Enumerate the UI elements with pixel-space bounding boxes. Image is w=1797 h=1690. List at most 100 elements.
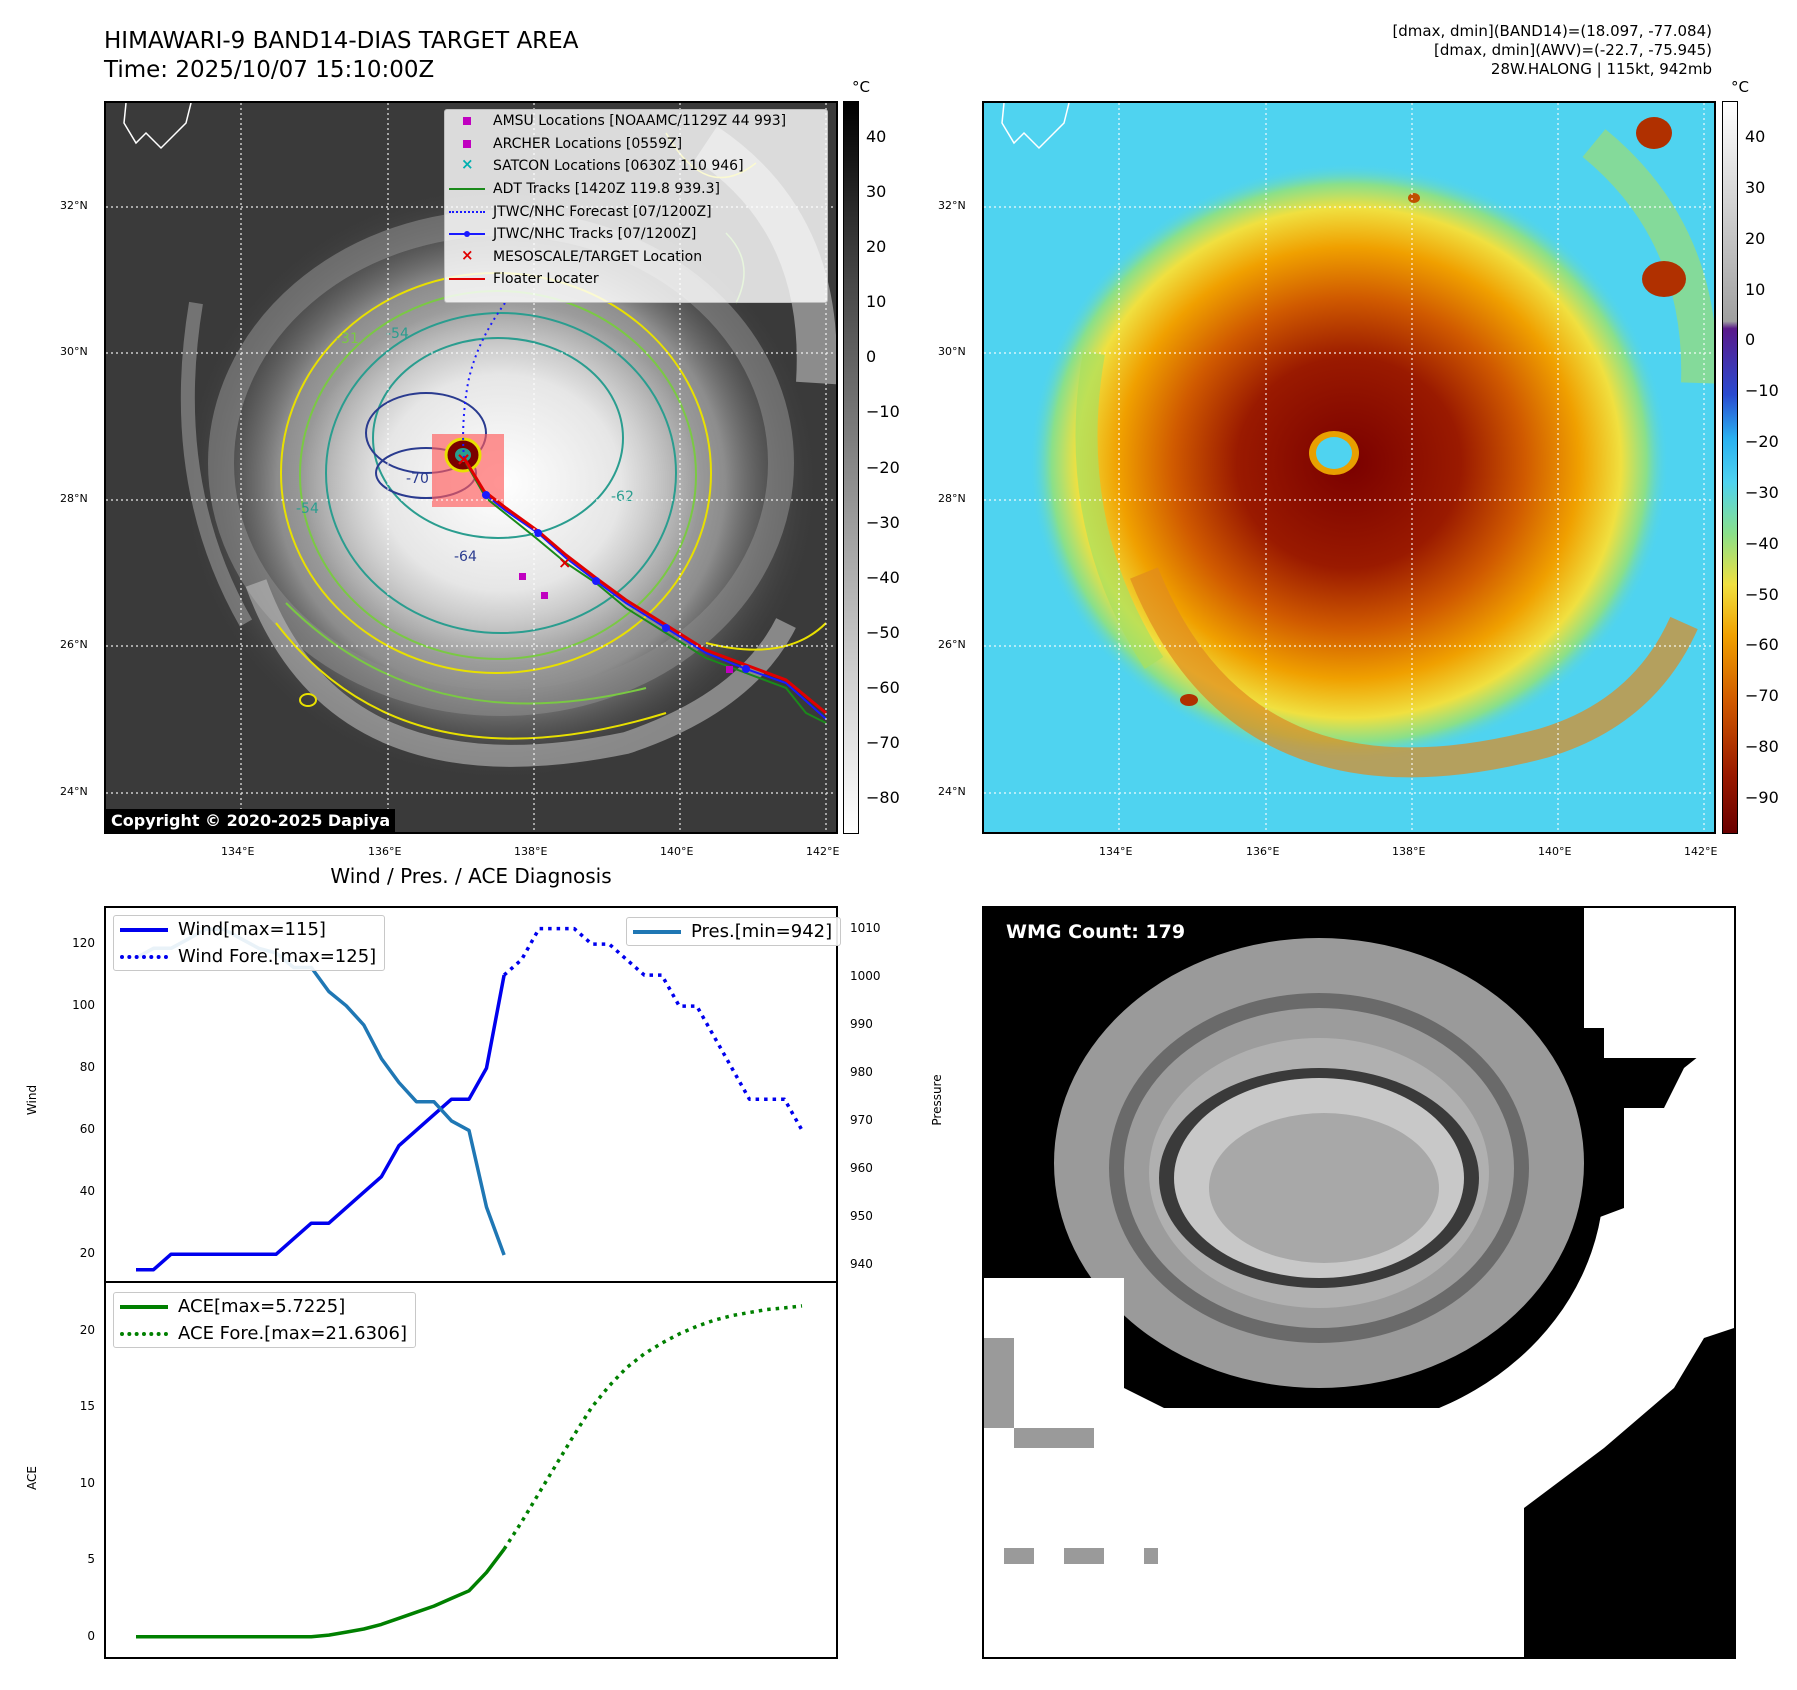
colorbar-tick: −10	[1745, 381, 1779, 401]
wmg-panel: WMG Count: 179	[982, 906, 1736, 1659]
lon-tick: 142°E	[1684, 845, 1718, 858]
y-tick: 960	[850, 1160, 873, 1175]
lon-tick: 136°E	[1246, 845, 1280, 858]
lat-tick: 24°N	[60, 785, 88, 798]
y-tick: 980	[850, 1064, 873, 1079]
wind-legend: Wind[max=115] Wind Fore.[max=125]	[113, 915, 386, 971]
colorbar-tick: 20	[1745, 228, 1766, 248]
lat-tick: 26°N	[60, 638, 88, 651]
contour-label: -31	[336, 331, 359, 347]
lat-tick: 30°N	[60, 345, 88, 358]
awv-range: [dmax, dmin](AWV)=(-22.7, -75.945)	[1433, 41, 1712, 59]
y-tick: 20	[79, 1322, 95, 1337]
y-tick: 15	[79, 1399, 95, 1414]
square-marker-icon	[449, 114, 485, 128]
copyright-label: Copyright © 2020-2025 Dapiya	[106, 809, 396, 832]
contour-label: -62	[611, 489, 634, 505]
colorbar-tick: 20	[866, 237, 887, 257]
colorbar-tick: 0	[866, 347, 877, 367]
colorbar-tick: −60	[866, 677, 900, 697]
x-marker-icon: ×	[461, 155, 474, 174]
legend-item: × SATCON Locations [0630Z 110 946]	[445, 155, 827, 178]
adt-track	[465, 462, 827, 724]
colorbar-tick: 40	[1745, 127, 1766, 146]
lat-tick: 28°N	[60, 492, 88, 505]
lat-tick: 28°N	[938, 492, 966, 505]
legend-item: Floater Locater	[445, 268, 827, 291]
lon-tick: 138°E	[1392, 845, 1426, 858]
colorbar-tick: 0	[1745, 330, 1756, 350]
dotted-line-icon	[449, 205, 485, 219]
ir-map-image: -31 -54 -62 -64 -70 -54 × ×	[106, 103, 836, 832]
lon-tick: 140°E	[660, 845, 694, 858]
awv-map-image	[984, 103, 1714, 832]
dotted-swatch-icon	[120, 1331, 168, 1336]
y-tick: 1000	[850, 969, 881, 984]
contour-label: -70	[406, 471, 429, 487]
y-tick: 20	[79, 1246, 95, 1261]
colorbar-tick: 30	[866, 182, 887, 202]
lat-tick: 24°N	[938, 785, 966, 798]
colorbar-unit: °C	[1731, 78, 1749, 96]
colorbar-tick: −40	[866, 567, 900, 587]
ace-axis-label: ACE	[25, 1466, 39, 1490]
y-tick: 0	[87, 1628, 95, 1643]
colorbar-tick: −20	[866, 457, 900, 477]
colorbar-tick: −20	[1745, 432, 1779, 452]
square-marker-icon	[449, 137, 485, 151]
line-marker-icon	[449, 272, 485, 286]
figure-title: HIMAWARI-9 BAND14-DIAS TARGET AREA	[104, 28, 579, 54]
y-tick: 940	[850, 1256, 873, 1271]
colorbar-tick: −50	[866, 622, 900, 642]
contour-label: -64	[454, 549, 477, 565]
lon-tick: 134°E	[1099, 845, 1133, 858]
lat-tick: 30°N	[938, 345, 966, 358]
line-marker-icon	[449, 182, 485, 196]
svg-text:×: ×	[558, 553, 571, 572]
colorbar-unit: °C	[852, 78, 870, 96]
y-tick: 5	[87, 1552, 95, 1567]
colorbar-tick: 40	[866, 127, 887, 146]
storm-info: 28W.HALONG | 115kt, 942mb	[1490, 60, 1712, 78]
lat-tick: 26°N	[938, 638, 966, 651]
band14-range: [dmax, dmin](BAND14)=(18.097, -77.084)	[1392, 22, 1712, 40]
legend-item: Wind Fore.[max=125]	[114, 943, 384, 970]
y-tick: 40	[79, 1184, 95, 1199]
ir-map-panel: -31 -54 -62 -64 -70 -54 × ×	[104, 101, 838, 834]
wmg-image	[984, 908, 1734, 1657]
legend-item: ACE Fore.[max=21.6306]	[114, 1320, 415, 1347]
colorbar-tick: −80	[866, 788, 900, 807]
colorbar-tick: −50	[1745, 584, 1779, 604]
legend-item: ADT Tracks [1420Z 119.8 939.3]	[445, 178, 827, 201]
y-tick: 990	[850, 1017, 873, 1031]
wind-axis-label: Wind	[25, 1084, 39, 1116]
y-tick: 970	[850, 1112, 873, 1127]
wmg-count-label: WMG Count: 179	[998, 918, 1194, 946]
colorbar-tick: −70	[1745, 686, 1779, 706]
gray-colorbar	[843, 101, 859, 834]
colorbar-tick: −70	[866, 732, 900, 752]
colorbar-tick: 10	[1745, 279, 1766, 299]
colorbar-tick: −30	[866, 512, 900, 532]
legend-item: ACE[max=5.7225]	[114, 1293, 415, 1320]
contour-label: -54	[296, 501, 319, 517]
series-line-ace	[136, 1548, 506, 1639]
ace-legend: ACE[max=5.7225] ACE Fore.[max=21.6306]	[113, 1292, 416, 1348]
diagnosis-title: Wind / Pres. / ACE Diagnosis	[330, 864, 612, 888]
legend-item: JTWC/NHC Forecast [07/1200Z]	[445, 200, 827, 223]
legend-item: Wind[max=115]	[114, 916, 384, 943]
line-dot-icon	[449, 227, 485, 241]
colorbar-tick: −10	[866, 402, 900, 422]
y-tick: 120	[72, 936, 95, 951]
legend-item: Pres.[min=942]	[627, 918, 840, 945]
awv-map-panel	[982, 101, 1716, 834]
colorbar-tick: 10	[866, 292, 887, 312]
legend-item: × MESOSCALE/TARGET Location	[445, 246, 827, 269]
lon-tick: 136°E	[368, 845, 402, 858]
colorbar-tick: −80	[1745, 737, 1779, 757]
colorbar-tick: −30	[1745, 482, 1779, 502]
map-legend: AMSU Locations [NOAAMC/1129Z 44 993] ARC…	[444, 109, 828, 303]
contour-label: -54	[386, 326, 409, 342]
floater-track	[462, 457, 827, 715]
coastline	[123, 103, 192, 150]
